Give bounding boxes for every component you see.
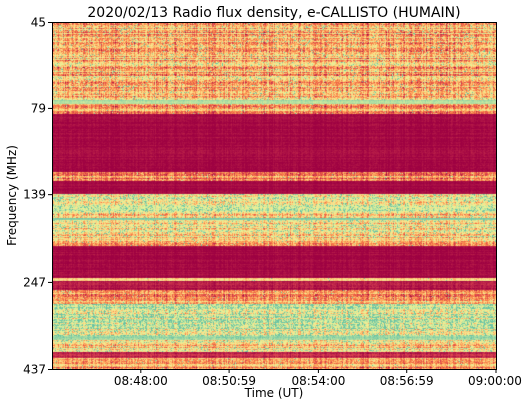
x-tick-label: 08:56:59 — [380, 374, 434, 388]
chart-title: 2020/02/13 Radio flux density, e-CALLIST… — [87, 5, 460, 21]
x-axis-label: Time (UT) — [244, 386, 304, 400]
y-axis: 45 79 139 247 437 — [23, 16, 52, 377]
x-axis: 08:48:00 08:50:59 08:54:00 08:56:59 09:00:00 — [114, 369, 522, 388]
x-tick-label: 08:50:59 — [202, 374, 256, 388]
plot-frame — [52, 22, 497, 370]
plot-area — [52, 22, 497, 370]
x-tick-label: 08:48:00 — [114, 374, 168, 388]
x-tick-label: 08:54:00 — [291, 374, 345, 388]
x-tick-label: 09:00:00 — [468, 374, 522, 388]
y-tick-label: 45 — [31, 16, 46, 30]
y-tick-label: 437 — [23, 363, 46, 377]
spectrogram-heatmap — [52, 22, 496, 369]
y-axis-label: Frequency (MHz) — [5, 145, 19, 246]
y-tick-label: 247 — [23, 275, 46, 289]
y-tick-label: 79 — [31, 101, 46, 115]
y-tick-label: 139 — [23, 188, 46, 202]
